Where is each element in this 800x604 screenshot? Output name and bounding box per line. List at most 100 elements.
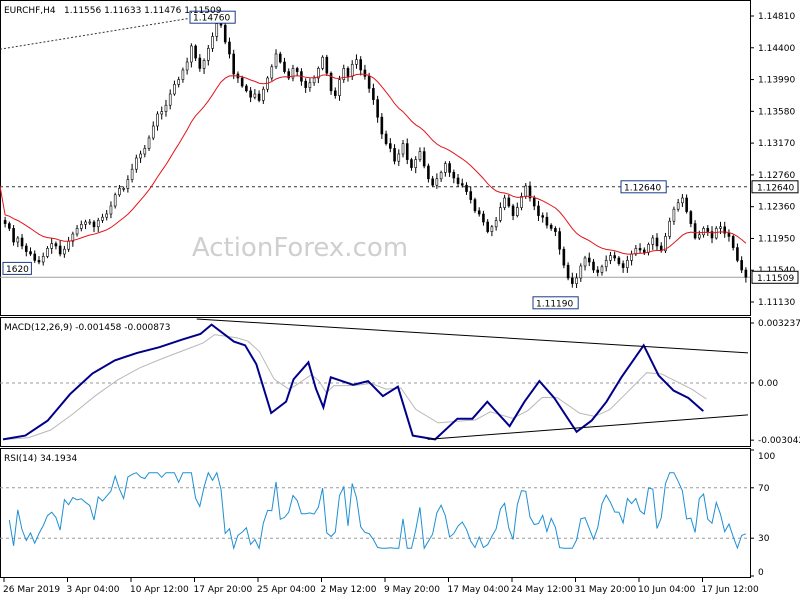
candle-body: [380, 116, 384, 135]
price-tag-label: 1.11509: [757, 274, 794, 284]
candle-body: [92, 221, 96, 228]
candle-body: [575, 277, 578, 284]
candle-body: [507, 197, 511, 207]
candle-body: [723, 226, 727, 234]
candle-body: [655, 237, 659, 247]
candle-body: [651, 237, 655, 245]
macd-panel-frame: [0, 317, 751, 447]
candle-body: [274, 53, 278, 68]
candle-body: [126, 179, 130, 189]
candle-body: [503, 197, 506, 208]
candle-body: [228, 41, 231, 55]
candle-body: [676, 202, 680, 210]
price-annotation-box: [620, 180, 667, 194]
candle-body: [393, 148, 396, 162]
x-tick-label: 3 Apr 04:00: [67, 585, 120, 595]
price-tag-label: 1.12640: [757, 183, 794, 193]
candle-body: [71, 233, 75, 242]
moving-average-line: [0, 73, 747, 255]
x-tick-label: 17 Jun 12:00: [702, 585, 759, 595]
candle-body: [545, 216, 549, 226]
candle-body: [710, 231, 714, 239]
candle-body: [664, 236, 667, 252]
candle-body: [304, 80, 307, 88]
y-tick-label: 1.11950: [758, 234, 795, 244]
candle-body: [41, 256, 45, 263]
candle-body: [494, 220, 498, 228]
candle-body: [317, 68, 320, 79]
candle-body: [672, 208, 676, 222]
candle-body: [139, 153, 142, 159]
candle-body: [736, 247, 739, 261]
candle-body: [524, 185, 528, 197]
candle-body: [541, 215, 545, 218]
candle-body: [638, 248, 642, 251]
candle-body: [253, 93, 257, 98]
candle-body: [376, 99, 379, 118]
candle-body: [287, 71, 291, 79]
candle-body: [321, 56, 324, 69]
x-tick-label: 24 May 12:00: [511, 585, 573, 595]
price-annotation-label: 1620: [6, 265, 29, 275]
candle-body: [469, 191, 473, 200]
candle-body: [198, 57, 202, 69]
price-annotation-label: 1.11190: [536, 299, 573, 309]
macd-trendline: [196, 318, 749, 354]
candle-body: [122, 188, 125, 190]
candle-body: [414, 159, 418, 168]
candle-body: [583, 257, 587, 267]
candle-body: [177, 79, 180, 85]
candle-body: [206, 48, 210, 61]
candle-body: [460, 183, 464, 186]
candle-body: [571, 277, 574, 284]
x-tick-label: 2 May 12:00: [321, 585, 377, 595]
candle-body: [232, 53, 235, 75]
candle-body: [473, 199, 477, 212]
x-tick-label: 17 May 04:00: [448, 585, 510, 595]
rsi-label: RSI(14) 34.1934: [4, 454, 77, 464]
candle-body: [740, 260, 743, 271]
price-annotation-box: [189, 10, 236, 24]
candle-body: [744, 269, 748, 278]
candle-body: [359, 59, 362, 71]
candle-body: [190, 45, 193, 63]
candle-body: [173, 84, 176, 95]
candle-body: [333, 90, 337, 96]
candle-body: [262, 88, 265, 101]
candle-body: [160, 111, 164, 115]
candle-body: [587, 257, 591, 263]
candle-body: [731, 236, 735, 248]
candle-body: [367, 76, 371, 89]
candle-body: [668, 220, 671, 237]
upper-trendline: [0, 17, 192, 50]
candle-body: [329, 72, 333, 92]
candle-body: [283, 61, 286, 72]
candle-body: [596, 269, 600, 273]
macd-tick-label: 0.003237: [758, 319, 800, 329]
price-tag-box: [751, 180, 799, 194]
candle-body: [621, 263, 625, 268]
candle-body: [325, 56, 329, 74]
candle-body: [295, 68, 299, 72]
candle-body: [24, 245, 28, 252]
candle-body: [355, 59, 358, 65]
candle-body: [130, 168, 134, 180]
candle-body: [452, 172, 456, 179]
candle-body: [84, 221, 87, 225]
candle-body: [537, 205, 540, 216]
candle-body: [439, 172, 443, 180]
candle-body: [278, 53, 282, 63]
x-tick-label: 10 Apr 12:00: [130, 585, 189, 595]
rsi-tick-label: 100: [758, 452, 775, 462]
rsi-tick-label: 0: [758, 568, 764, 578]
candle-body: [562, 248, 566, 266]
candle-body: [516, 207, 519, 216]
candle-body: [346, 68, 350, 77]
candle-body: [350, 64, 354, 77]
candle-body: [105, 213, 109, 218]
candle-body: [363, 69, 367, 77]
macd-main-line: [2, 323, 704, 441]
candle-body: [482, 213, 485, 223]
